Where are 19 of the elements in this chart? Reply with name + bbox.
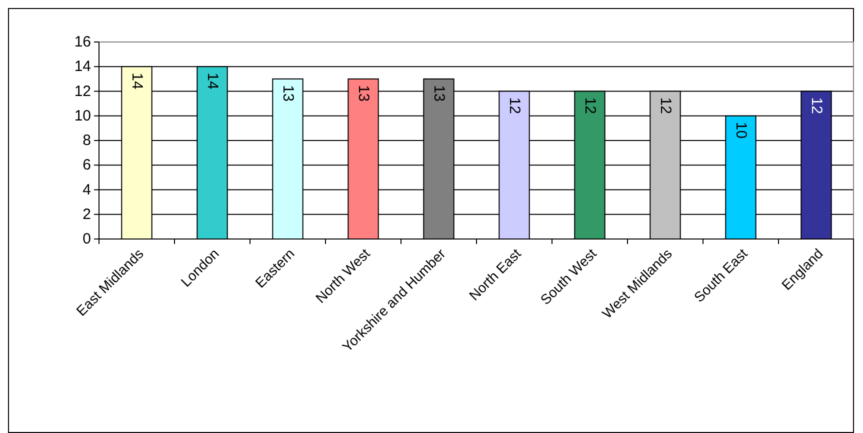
data-label: 12 [808,97,825,114]
data-label: 12 [656,97,674,114]
data-label: 14 [204,72,221,90]
y-tick-label: 14 [74,58,91,76]
data-label: 13 [430,84,448,102]
y-tick-label: 12 [74,82,91,100]
y-tick-label: 10 [74,107,91,124]
data-label: 13 [354,84,372,102]
data-label: 13 [279,84,296,102]
y-tick-label: 0 [82,230,91,248]
y-tick-label: 6 [82,156,91,174]
data-label: 14 [128,72,146,90]
y-tick-label: 2 [82,206,91,223]
data-label: 12 [506,97,523,114]
y-tick-label: 4 [82,181,91,198]
y-tick-label: 16 [74,34,91,50]
y-tick-label: 8 [82,132,91,149]
data-label: 12 [581,97,598,114]
data-label: 10 [732,122,750,139]
